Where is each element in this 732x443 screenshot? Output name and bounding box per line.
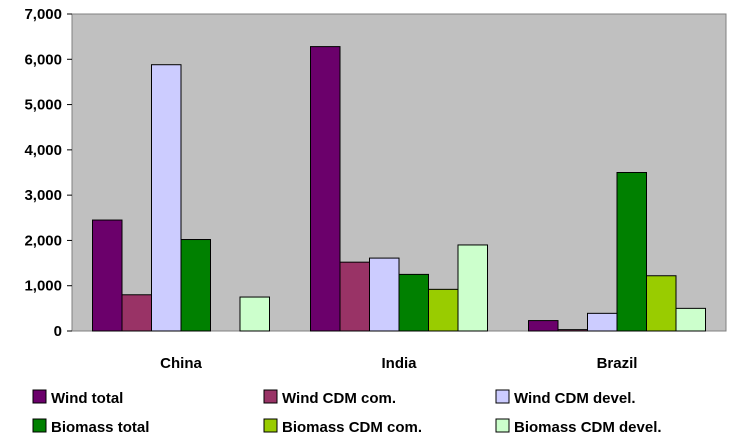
legend-swatch: [32, 418, 47, 433]
bar-biomass-total-china: [180, 239, 211, 332]
bar-wind-cdm-devel-brazil: [587, 312, 618, 332]
y-tick-label: 3,000: [24, 187, 62, 204]
y-tick-label: 0: [54, 323, 62, 340]
y-axis-ticks: 0 1,000 2,000 3,000 4,000 5,000 6,000 7,000: [24, 6, 72, 340]
legend-label: Wind CDM com.: [282, 390, 396, 407]
legend: Wind total Wind CDM com. Wind CDM devel. Bi…: [32, 389, 662, 436]
bar-biomass-cdm-com-brazil: [646, 275, 677, 332]
bar-biomass-total-brazil: [616, 172, 647, 332]
legend-swatch: [495, 389, 510, 404]
y-tick-label: 5,000: [24, 97, 62, 114]
bar-wind-cdm-com-india: [339, 261, 370, 332]
legend-label: Wind total: [51, 390, 123, 407]
bar-biomass-cdm-devel-china: [239, 296, 270, 332]
bar-biomass-total-india: [398, 273, 429, 332]
legend-swatch: [263, 389, 278, 404]
bar-biomass-cdm-devel-brazil: [675, 307, 706, 332]
legend-label: Biomass CDM devel.: [514, 419, 662, 436]
legend-label: Biomass total: [51, 419, 149, 436]
y-tick-label: 1,000: [24, 278, 62, 295]
legend-swatch: [263, 418, 278, 433]
bar-wind-total-brazil: [528, 320, 559, 332]
x-category-label: India: [381, 355, 417, 372]
bar-wind-cdm-devel-china: [151, 64, 182, 332]
bar-wind-cdm-com-china: [121, 294, 152, 332]
y-tick-label: 6,000: [24, 51, 62, 68]
y-tick-label: 7,000: [24, 6, 62, 23]
x-category-label: Brazil: [597, 355, 638, 372]
legend-swatch: [495, 418, 510, 433]
bar-biomass-cdm-devel-india: [457, 244, 488, 332]
y-tick-label: 4,000: [24, 142, 62, 159]
bar-biomass-cdm-com-india: [428, 288, 459, 332]
bar-wind-cdm-devel-india: [369, 257, 400, 332]
bar-wind-total-india: [310, 46, 341, 332]
y-tick-label: 2,000: [24, 232, 62, 249]
legend-label: Wind CDM devel.: [514, 390, 636, 407]
legend-swatch: [32, 389, 47, 404]
x-category-label: China: [160, 355, 202, 372]
bar-wind-cdm-com-brazil: [557, 329, 588, 332]
bars: [92, 46, 706, 332]
x-axis-labels: China India Brazil: [160, 355, 637, 372]
legend-label: Biomass CDM com.: [282, 419, 422, 436]
bar-wind-total-china: [92, 219, 123, 332]
